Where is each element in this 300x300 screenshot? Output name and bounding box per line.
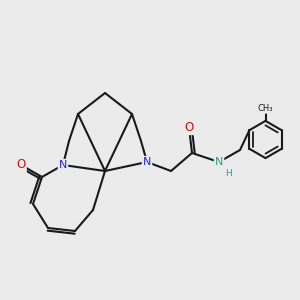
Text: N: N bbox=[59, 160, 67, 170]
Text: N: N bbox=[143, 157, 151, 167]
Text: CH₃: CH₃ bbox=[258, 104, 273, 113]
Text: O: O bbox=[184, 121, 194, 134]
Text: O: O bbox=[16, 158, 26, 172]
Text: H: H bbox=[226, 169, 232, 178]
Text: N: N bbox=[215, 157, 223, 167]
